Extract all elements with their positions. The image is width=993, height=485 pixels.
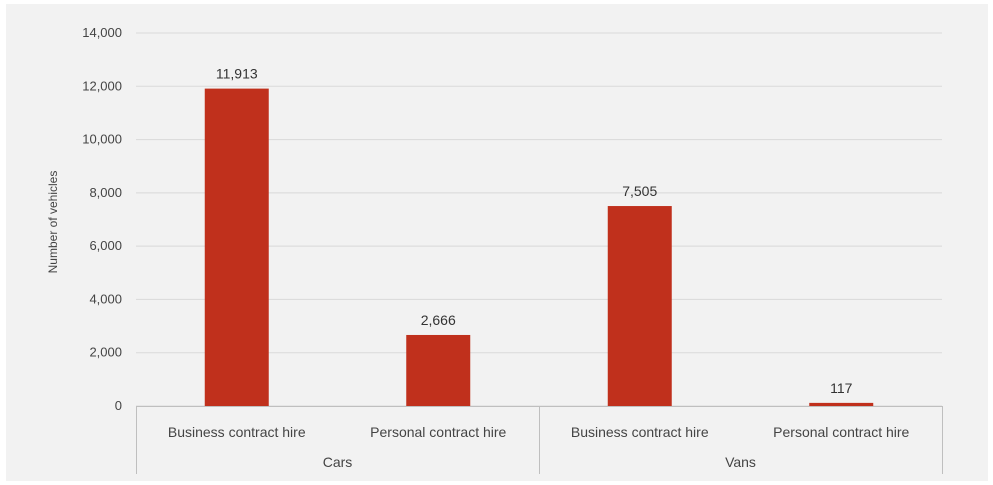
y-tick-label: 2,000 — [89, 345, 122, 360]
y-tick-label: 0 — [115, 398, 122, 413]
data-label: 117 — [830, 380, 853, 396]
data-label: 2,666 — [421, 312, 456, 328]
category-label: Business contract hire — [168, 424, 306, 440]
y-tick-label: 12,000 — [82, 78, 122, 93]
bars — [204, 88, 874, 407]
data-label: 11,913 — [216, 66, 258, 82]
y-tick-label: 10,000 — [82, 132, 122, 147]
category-label: Personal contract hire — [773, 424, 909, 440]
data-label: 7,505 — [622, 183, 657, 199]
category-label: Business contract hire — [571, 424, 709, 440]
chart-area: 0 2,000 4,000 6,000 8,000 10,000 12,000 14,000 … — [6, 4, 988, 481]
bar-chart: 02,0004,0006,0008,00010,00012,00014,000 … — [46, 25, 943, 474]
group-label: Cars — [323, 454, 353, 470]
y-axis-ticks: 0 2,000 4,000 6,000 8,000 10,000 12,000 14,000 — [82, 25, 122, 413]
y-tick-label: 6,000 — [89, 238, 122, 253]
data-labels: 11,913 2,666 7,505 117 — [216, 66, 853, 396]
bar — [809, 402, 874, 406]
y-tick-label: 4,000 — [89, 291, 122, 306]
bar — [607, 206, 672, 406]
y-tick-label: 8,000 — [89, 185, 122, 200]
category-label: Personal contract hire — [370, 424, 506, 440]
x-axis: Business contract hire Personal contract … — [136, 406, 943, 474]
bar — [204, 88, 269, 407]
gridlines — [136, 32, 942, 407]
y-tick-label: 14,000 — [82, 25, 122, 40]
y-axis-title: Number of vehicles — [46, 171, 60, 274]
group-label: Vans — [725, 454, 756, 470]
bar — [406, 334, 471, 406]
